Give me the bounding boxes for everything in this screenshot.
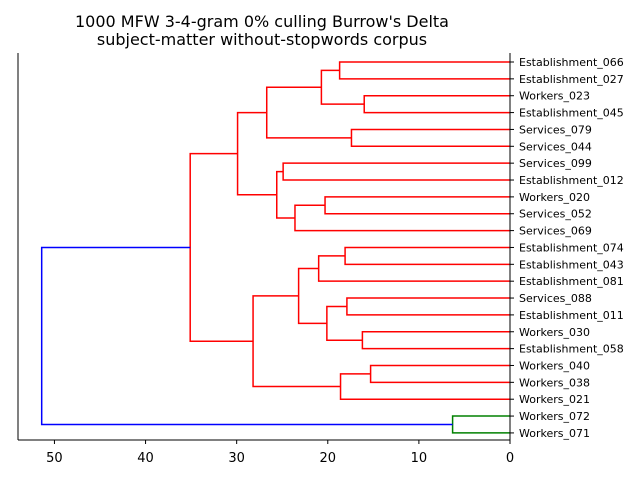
dendrogram-link-V <box>40 246 453 426</box>
dendrogram-links <box>40 61 510 434</box>
dendrogram-link-U <box>451 415 510 434</box>
chart-title-line1: 1000 MFW 3-4-gram 0% culling Burrow's De… <box>75 12 449 31</box>
dendrogram-link-L <box>317 255 510 282</box>
dendrogram-link-P <box>297 267 327 325</box>
leaf-label: Workers_021 <box>519 393 590 406</box>
dendrogram-link-F <box>282 162 510 181</box>
leaf-label: Establishment_045 <box>519 107 624 120</box>
x-tick-label: 50 <box>46 451 63 466</box>
x-tick-label: 10 <box>411 451 428 466</box>
chart-title-line2: subject-matter without-stopwords corpus <box>97 30 427 49</box>
x-tick-label: 30 <box>228 451 245 466</box>
dendrogram-link-N <box>361 331 510 350</box>
leaf-label: Services_069 <box>519 225 592 238</box>
leaf-labels: Establishment_066 Establishment_027 Worker… <box>510 56 624 440</box>
x-axis-ticks: 50 40 30 20 10 0 <box>46 440 514 466</box>
dendrogram-link-Q <box>369 364 510 384</box>
leaf-label: Services_052 <box>519 208 592 221</box>
leaf-label: Establishment_081 <box>519 275 624 288</box>
leaf-label: Establishment_011 <box>519 309 624 322</box>
leaf-label: Services_088 <box>519 292 592 305</box>
x-axis <box>17 53 511 441</box>
leaf-label: Services_099 <box>519 157 592 170</box>
x-tick-label: 20 <box>320 451 337 466</box>
leaf-label: Workers_071 <box>519 427 590 440</box>
leaf-label: Workers_040 <box>519 359 590 372</box>
dendrogram-link-M <box>346 297 510 316</box>
leaf-label: Workers_030 <box>519 326 590 339</box>
dendrogram-link-C <box>320 69 365 105</box>
x-tick-label: 0 <box>506 451 514 466</box>
leaf-label: Establishment_066 <box>519 56 624 69</box>
dendrogram-link-A <box>338 61 510 80</box>
dendrogram-link-O <box>326 305 363 341</box>
dendrogram-link-J <box>236 111 277 196</box>
leaf-label: Establishment_012 <box>519 174 624 187</box>
dendrogram-link-S <box>252 295 341 388</box>
leaf-label: Workers_038 <box>519 376 590 389</box>
leaf-label: Workers_023 <box>519 90 590 103</box>
dendrogram-link-G <box>324 196 510 215</box>
leaf-label: Workers_020 <box>519 191 590 204</box>
leaf-label: Establishment_058 <box>519 343 624 356</box>
x-tick-label: 40 <box>137 451 154 466</box>
leaf-label: Services_044 <box>519 140 592 153</box>
dendrogram-link-E <box>265 86 352 139</box>
dendrogram-link-T <box>189 152 254 342</box>
dendrogram-link-I <box>276 170 295 219</box>
leaf-label: Establishment_027 <box>519 73 624 86</box>
leaf-label: Workers_072 <box>519 410 590 423</box>
dendrogram-link-H <box>294 204 510 232</box>
dendrogram-link-R <box>339 373 510 400</box>
dendrogram-link-B <box>363 94 510 114</box>
dendrogram-link-D <box>350 128 510 148</box>
leaf-label: Establishment_043 <box>519 258 624 271</box>
leaf-label: Services_079 <box>519 123 592 136</box>
dendrogram-link-K <box>344 246 510 266</box>
leaf-label: Establishment_074 <box>519 241 624 254</box>
